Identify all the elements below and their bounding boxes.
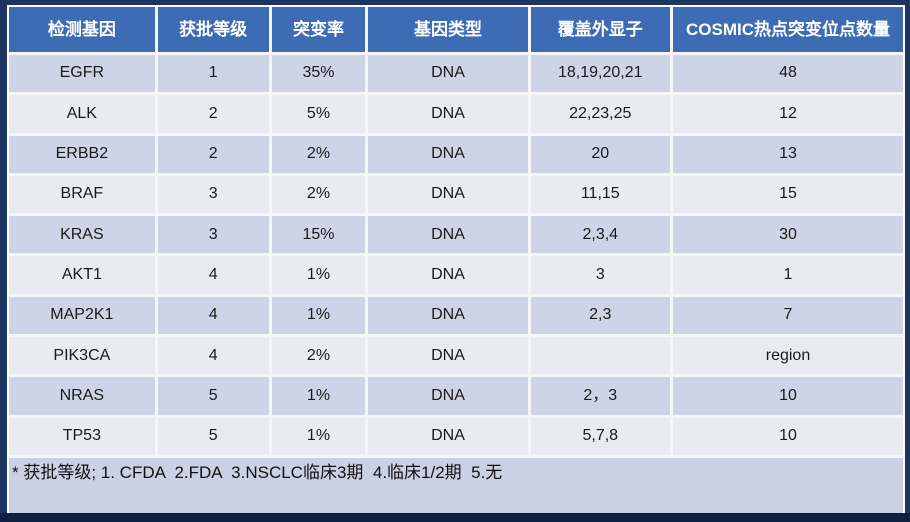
table-header-row: 检测基因 获批等级 突变率 基因类型 覆盖外显子 COSMIC热点突变位点数量 [9, 7, 903, 52]
cell-exons: 3 [530, 256, 670, 294]
cell-level: 2 [157, 95, 269, 133]
cell-cosmic: 7 [673, 296, 903, 335]
cell-level: 5 [157, 417, 269, 455]
column-header-approval-level: 获批等级 [157, 7, 269, 52]
table-row: EGFR 1 35% DNA 18,19,20,21 48 [9, 55, 903, 93]
cell-exons: 2,3,4 [530, 216, 670, 254]
cell-exons: 20 [530, 135, 670, 173]
cell-exons: 5,7,8 [530, 417, 670, 455]
cell-type: DNA [368, 95, 528, 133]
cell-rate: 2% [271, 337, 366, 375]
cell-type: DNA [368, 337, 528, 375]
table-row: KRAS 3 15% DNA 2,3,4 30 [9, 216, 903, 254]
cell-gene: EGFR [9, 55, 155, 93]
cell-cosmic: 30 [673, 216, 903, 254]
table-row: ALK 2 5% DNA 22,23,25 12 [9, 95, 903, 133]
cell-type: DNA [368, 55, 528, 93]
cell-type: DNA [368, 175, 528, 214]
cell-level: 3 [157, 216, 269, 254]
cell-cosmic: region [673, 337, 903, 375]
table-row: MAP2K1 4 1% DNA 2,3 7 [9, 296, 903, 335]
column-header-mutation-rate: 突变率 [271, 7, 366, 52]
cell-type: DNA [368, 135, 528, 173]
cell-level: 2 [157, 135, 269, 173]
cell-exons: 18,19,20,21 [530, 55, 670, 93]
cell-cosmic: 13 [673, 135, 903, 173]
cell-level: 4 [157, 337, 269, 375]
cell-gene: NRAS [9, 377, 155, 415]
column-header-gene-type: 基因类型 [368, 7, 528, 52]
cell-rate: 1% [271, 256, 366, 294]
cell-rate: 1% [271, 377, 366, 415]
table-row: ERBB2 2 2% DNA 20 13 [9, 135, 903, 173]
gene-panel-table: 检测基因 获批等级 突变率 基因类型 覆盖外显子 COSMIC热点突变位点数量 … [7, 5, 905, 513]
table-row: BRAF 3 2% DNA 11,15 15 [9, 175, 903, 214]
cell-level: 4 [157, 296, 269, 335]
cell-rate: 15% [271, 216, 366, 254]
cell-level: 5 [157, 377, 269, 415]
table-row: TP53 5 1% DNA 5,7,8 10 [9, 417, 903, 455]
table-footnote-row: * 获批等级; 1. CFDA 2.FDA 3.NSCLC临床3期 4.临床1/… [9, 457, 903, 513]
column-header-gene: 检测基因 [9, 7, 155, 52]
cell-gene: ERBB2 [9, 135, 155, 173]
table-row: NRAS 5 1% DNA 2，3 10 [9, 377, 903, 415]
cell-cosmic: 10 [673, 417, 903, 455]
table-row: PIK3CA 4 2% DNA region [9, 337, 903, 375]
cell-type: DNA [368, 377, 528, 415]
cell-level: 3 [157, 175, 269, 214]
cell-gene: MAP2K1 [9, 296, 155, 335]
cell-cosmic: 1 [673, 256, 903, 294]
cell-cosmic: 12 [673, 95, 903, 133]
cell-type: DNA [368, 417, 528, 455]
cell-rate: 2% [271, 175, 366, 214]
cell-gene: TP53 [9, 417, 155, 455]
cell-exons: 2，3 [530, 377, 670, 415]
cell-exons: 11,15 [530, 175, 670, 214]
cell-rate: 1% [271, 296, 366, 335]
cell-exons [530, 337, 670, 375]
cell-gene: PIK3CA [9, 337, 155, 375]
cell-type: DNA [368, 296, 528, 335]
cell-rate: 1% [271, 417, 366, 455]
approval-level-footnote: * 获批等级; 1. CFDA 2.FDA 3.NSCLC临床3期 4.临床1/… [9, 457, 903, 513]
cell-gene: ALK [9, 95, 155, 133]
cell-gene: KRAS [9, 216, 155, 254]
cell-exons: 22,23,25 [530, 95, 670, 133]
cell-exons: 2,3 [530, 296, 670, 335]
cell-gene: BRAF [9, 175, 155, 214]
column-header-cosmic-hotspots: COSMIC热点突变位点数量 [673, 7, 903, 52]
cell-rate: 5% [271, 95, 366, 133]
cell-gene: AKT1 [9, 256, 155, 294]
cell-rate: 35% [271, 55, 366, 93]
cell-rate: 2% [271, 135, 366, 173]
table-row: AKT1 4 1% DNA 3 1 [9, 256, 903, 294]
cell-cosmic: 10 [673, 377, 903, 415]
column-header-covered-exons: 覆盖外显子 [530, 7, 670, 52]
cell-level: 4 [157, 256, 269, 294]
cell-level: 1 [157, 55, 269, 93]
cell-cosmic: 48 [673, 55, 903, 93]
cell-type: DNA [368, 216, 528, 254]
cell-type: DNA [368, 256, 528, 294]
cell-cosmic: 15 [673, 175, 903, 214]
